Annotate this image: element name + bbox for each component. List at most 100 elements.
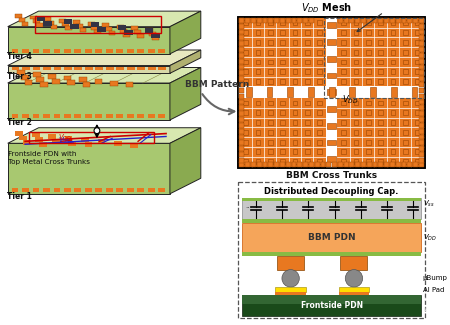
Bar xyxy=(317,40,322,45)
Bar xyxy=(378,140,383,145)
Bar xyxy=(391,59,396,64)
Bar xyxy=(354,120,358,125)
Bar xyxy=(64,19,72,24)
Bar xyxy=(242,198,421,219)
Bar xyxy=(95,114,102,118)
Bar xyxy=(131,26,138,30)
Bar xyxy=(391,120,396,125)
Bar xyxy=(366,120,371,125)
Bar xyxy=(43,49,50,53)
Bar xyxy=(124,30,133,35)
Bar xyxy=(74,114,81,118)
Bar xyxy=(366,40,371,45)
Bar xyxy=(79,77,87,82)
Bar xyxy=(317,59,322,64)
Bar xyxy=(354,20,358,25)
Bar xyxy=(419,117,424,122)
Bar xyxy=(274,162,279,167)
Bar xyxy=(419,99,424,104)
Bar xyxy=(117,25,124,29)
Bar xyxy=(21,75,29,80)
Bar xyxy=(243,100,248,105)
Bar xyxy=(327,39,337,45)
Bar xyxy=(415,59,420,64)
Bar xyxy=(415,150,420,154)
Bar xyxy=(355,18,360,23)
Bar xyxy=(74,188,81,192)
Bar xyxy=(117,49,123,53)
Bar xyxy=(242,252,421,256)
Bar xyxy=(378,111,383,115)
Bar xyxy=(280,18,285,23)
Bar xyxy=(366,30,371,35)
Bar xyxy=(117,188,123,192)
Bar xyxy=(239,65,244,70)
Bar xyxy=(246,87,252,97)
Bar xyxy=(317,69,322,74)
Bar xyxy=(256,50,261,55)
Bar xyxy=(239,129,244,134)
Bar xyxy=(243,30,248,35)
Bar xyxy=(292,150,297,154)
Bar xyxy=(378,100,383,105)
Bar xyxy=(91,26,98,30)
Bar xyxy=(396,18,400,23)
Bar xyxy=(243,140,248,145)
Bar xyxy=(54,49,60,53)
Bar xyxy=(419,18,424,23)
Bar xyxy=(76,24,83,28)
Bar xyxy=(239,111,244,116)
Bar xyxy=(242,295,421,305)
Bar xyxy=(327,89,337,95)
Bar xyxy=(239,47,244,52)
Bar xyxy=(280,140,285,145)
Bar xyxy=(303,18,308,23)
Bar xyxy=(256,130,261,135)
Bar xyxy=(341,69,346,74)
Bar xyxy=(45,17,51,21)
Bar xyxy=(341,100,346,105)
Bar xyxy=(32,67,40,71)
Bar xyxy=(48,74,56,79)
Bar xyxy=(292,69,297,74)
Text: $V_{DD}$: $V_{DD}$ xyxy=(423,295,436,304)
Bar xyxy=(94,30,101,33)
Bar xyxy=(32,132,40,137)
Bar xyxy=(32,49,39,53)
Bar xyxy=(268,130,273,135)
Bar xyxy=(391,87,396,97)
Bar xyxy=(391,50,396,55)
Bar xyxy=(305,100,310,105)
Bar xyxy=(317,100,322,105)
Bar xyxy=(239,140,244,145)
Bar xyxy=(415,130,420,135)
Bar xyxy=(243,159,248,164)
Bar xyxy=(415,79,420,84)
Bar xyxy=(403,130,408,135)
Bar xyxy=(148,188,155,192)
Bar xyxy=(137,34,144,38)
Bar xyxy=(158,114,165,118)
Bar xyxy=(127,188,134,192)
Bar xyxy=(303,162,308,167)
Bar xyxy=(239,35,244,40)
Bar xyxy=(36,137,43,142)
Bar xyxy=(239,24,244,29)
Bar xyxy=(415,69,420,74)
Text: Tier 2: Tier 2 xyxy=(7,118,32,127)
Bar xyxy=(419,129,424,134)
Bar xyxy=(280,130,285,135)
Bar xyxy=(239,82,244,87)
Bar xyxy=(315,162,319,167)
Bar xyxy=(280,120,285,125)
Bar xyxy=(354,79,358,84)
Bar xyxy=(344,162,348,167)
Bar xyxy=(341,111,346,115)
Bar xyxy=(378,130,383,135)
Bar xyxy=(370,87,376,97)
Bar xyxy=(22,140,31,145)
Bar xyxy=(415,30,420,35)
Bar xyxy=(378,18,383,23)
Bar xyxy=(268,140,273,145)
Bar xyxy=(354,140,358,145)
